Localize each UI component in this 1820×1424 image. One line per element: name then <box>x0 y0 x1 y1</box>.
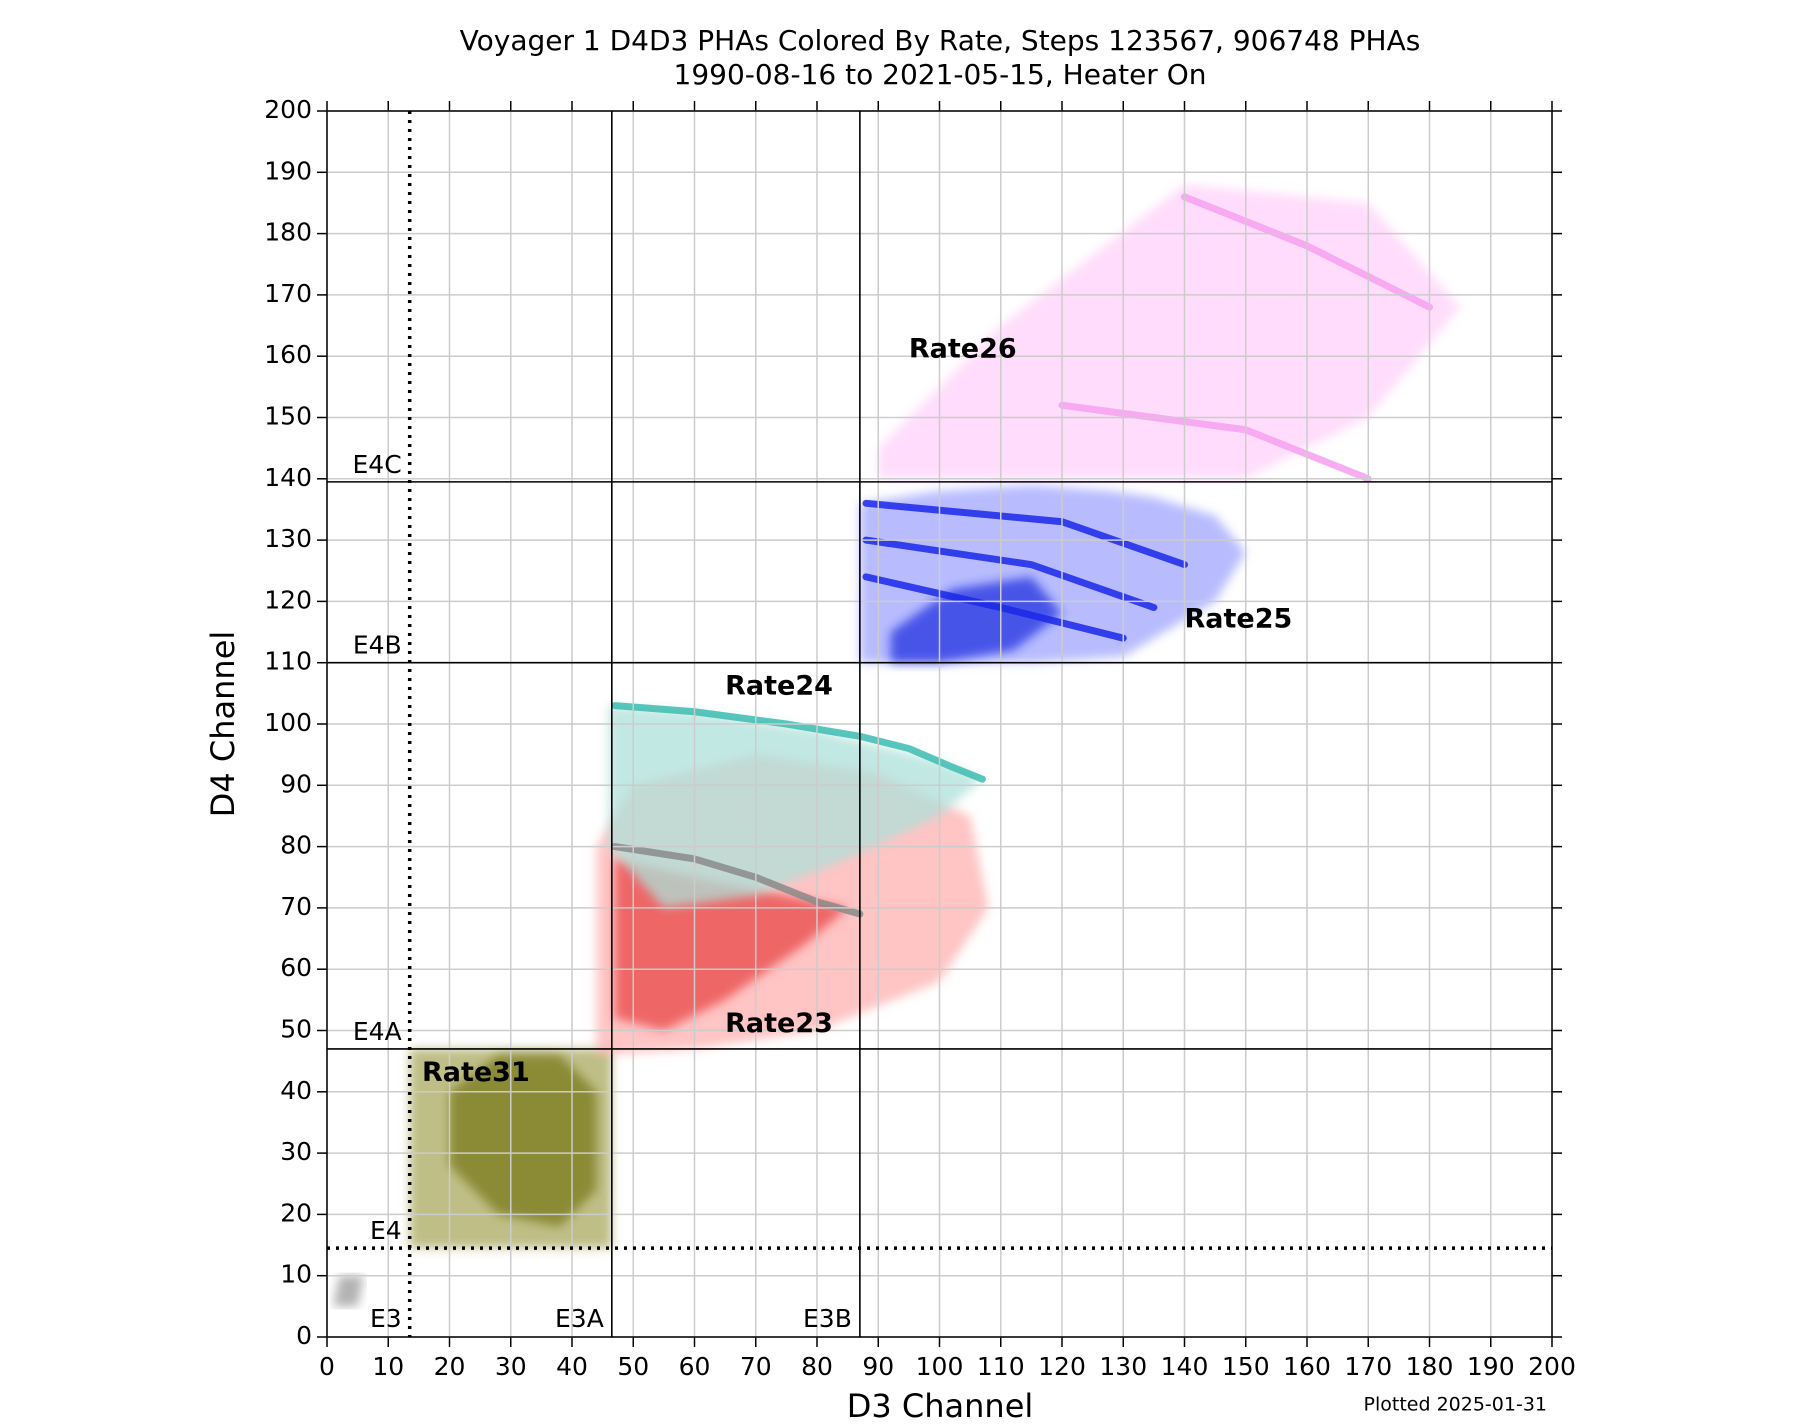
threshold-label: E4A <box>353 1017 402 1046</box>
density-region <box>449 1055 597 1227</box>
y-tick-label: 170 <box>264 279 312 308</box>
x-tick-label: 100 <box>916 1352 964 1381</box>
y-tick-label: 70 <box>280 892 312 921</box>
y-tick-label: 140 <box>264 463 312 492</box>
y-axis-label: D4 Channel <box>204 631 242 818</box>
chart-subtitle: 1990-08-16 to 2021-05-15, Heater On <box>674 58 1207 91</box>
x-tick-label: 200 <box>1528 1352 1576 1381</box>
plot-frame <box>326 110 1553 1338</box>
threshold-label: E4 <box>370 1216 402 1245</box>
x-tick-label: 50 <box>617 1352 649 1381</box>
x-tick-label: 40 <box>556 1352 588 1381</box>
y-tick-label: 130 <box>264 524 312 553</box>
annotation: Rate26 <box>909 334 1017 365</box>
y-tick-label: 40 <box>280 1076 312 1105</box>
x-tick-label: 190 <box>1467 1352 1515 1381</box>
annotation: Rate25 <box>1185 603 1293 634</box>
x-tick-label: 150 <box>1222 1352 1270 1381</box>
x-tick-label: 0 <box>319 1352 335 1381</box>
y-tick-label: 160 <box>264 340 312 369</box>
annotation: Rate24 <box>725 671 833 702</box>
x-axis-label: D3 Channel <box>847 1387 1034 1424</box>
density-region <box>878 184 1461 479</box>
x-tick-label: 70 <box>740 1352 772 1381</box>
y-tick-label: 100 <box>264 708 312 737</box>
threshold-label: E4B <box>353 631 402 660</box>
annotation: Rate23 <box>725 1008 833 1039</box>
footnote: Plotted 2025-01-31 <box>1364 1394 1547 1416</box>
x-tick-label: 90 <box>862 1352 894 1381</box>
x-tick-label: 130 <box>1099 1352 1147 1381</box>
y-tick-label: 120 <box>264 585 312 614</box>
y-tick-label: 50 <box>280 1015 312 1044</box>
x-tick-label: 60 <box>679 1352 711 1381</box>
y-tick-label: 200 <box>264 95 312 124</box>
x-tick-label: 80 <box>801 1352 833 1381</box>
threshold-label: E4C <box>353 450 402 479</box>
y-tick-label: 190 <box>264 156 312 185</box>
density-region <box>333 1275 364 1307</box>
threshold-label: E3B <box>803 1304 852 1333</box>
x-tick-label: 140 <box>1161 1352 1209 1381</box>
y-tick-label: 10 <box>280 1260 312 1289</box>
y-tick-label: 60 <box>280 953 312 982</box>
y-tick-label: 110 <box>264 647 312 676</box>
x-tick-label: 10 <box>372 1352 404 1381</box>
threshold-label: E3A <box>555 1304 604 1333</box>
x-tick-label: 170 <box>1344 1352 1392 1381</box>
y-tick-label: 180 <box>264 218 312 247</box>
x-tick-label: 180 <box>1406 1352 1454 1381</box>
annotation: Rate31 <box>422 1057 530 1088</box>
y-tick-label: 0 <box>296 1321 312 1350</box>
y-tick-label: 150 <box>264 402 312 431</box>
density-ridge <box>862 536 1158 612</box>
x-tick-label: 110 <box>977 1352 1025 1381</box>
density-region <box>608 705 983 908</box>
y-tick-label: 20 <box>280 1198 312 1227</box>
y-tick-label: 90 <box>280 769 312 798</box>
threshold-label: E3 <box>370 1304 402 1333</box>
x-tick-label: 20 <box>434 1352 466 1381</box>
x-tick-label: 160 <box>1283 1352 1331 1381</box>
y-tick-label: 80 <box>280 831 312 860</box>
chart-title: Voyager 1 D4D3 PHAs Colored By Rate, Ste… <box>460 24 1421 57</box>
y-tick-label: 30 <box>280 1137 312 1166</box>
x-tick-label: 30 <box>495 1352 527 1381</box>
x-tick-label: 120 <box>1038 1352 1086 1381</box>
density-region <box>890 576 1062 663</box>
